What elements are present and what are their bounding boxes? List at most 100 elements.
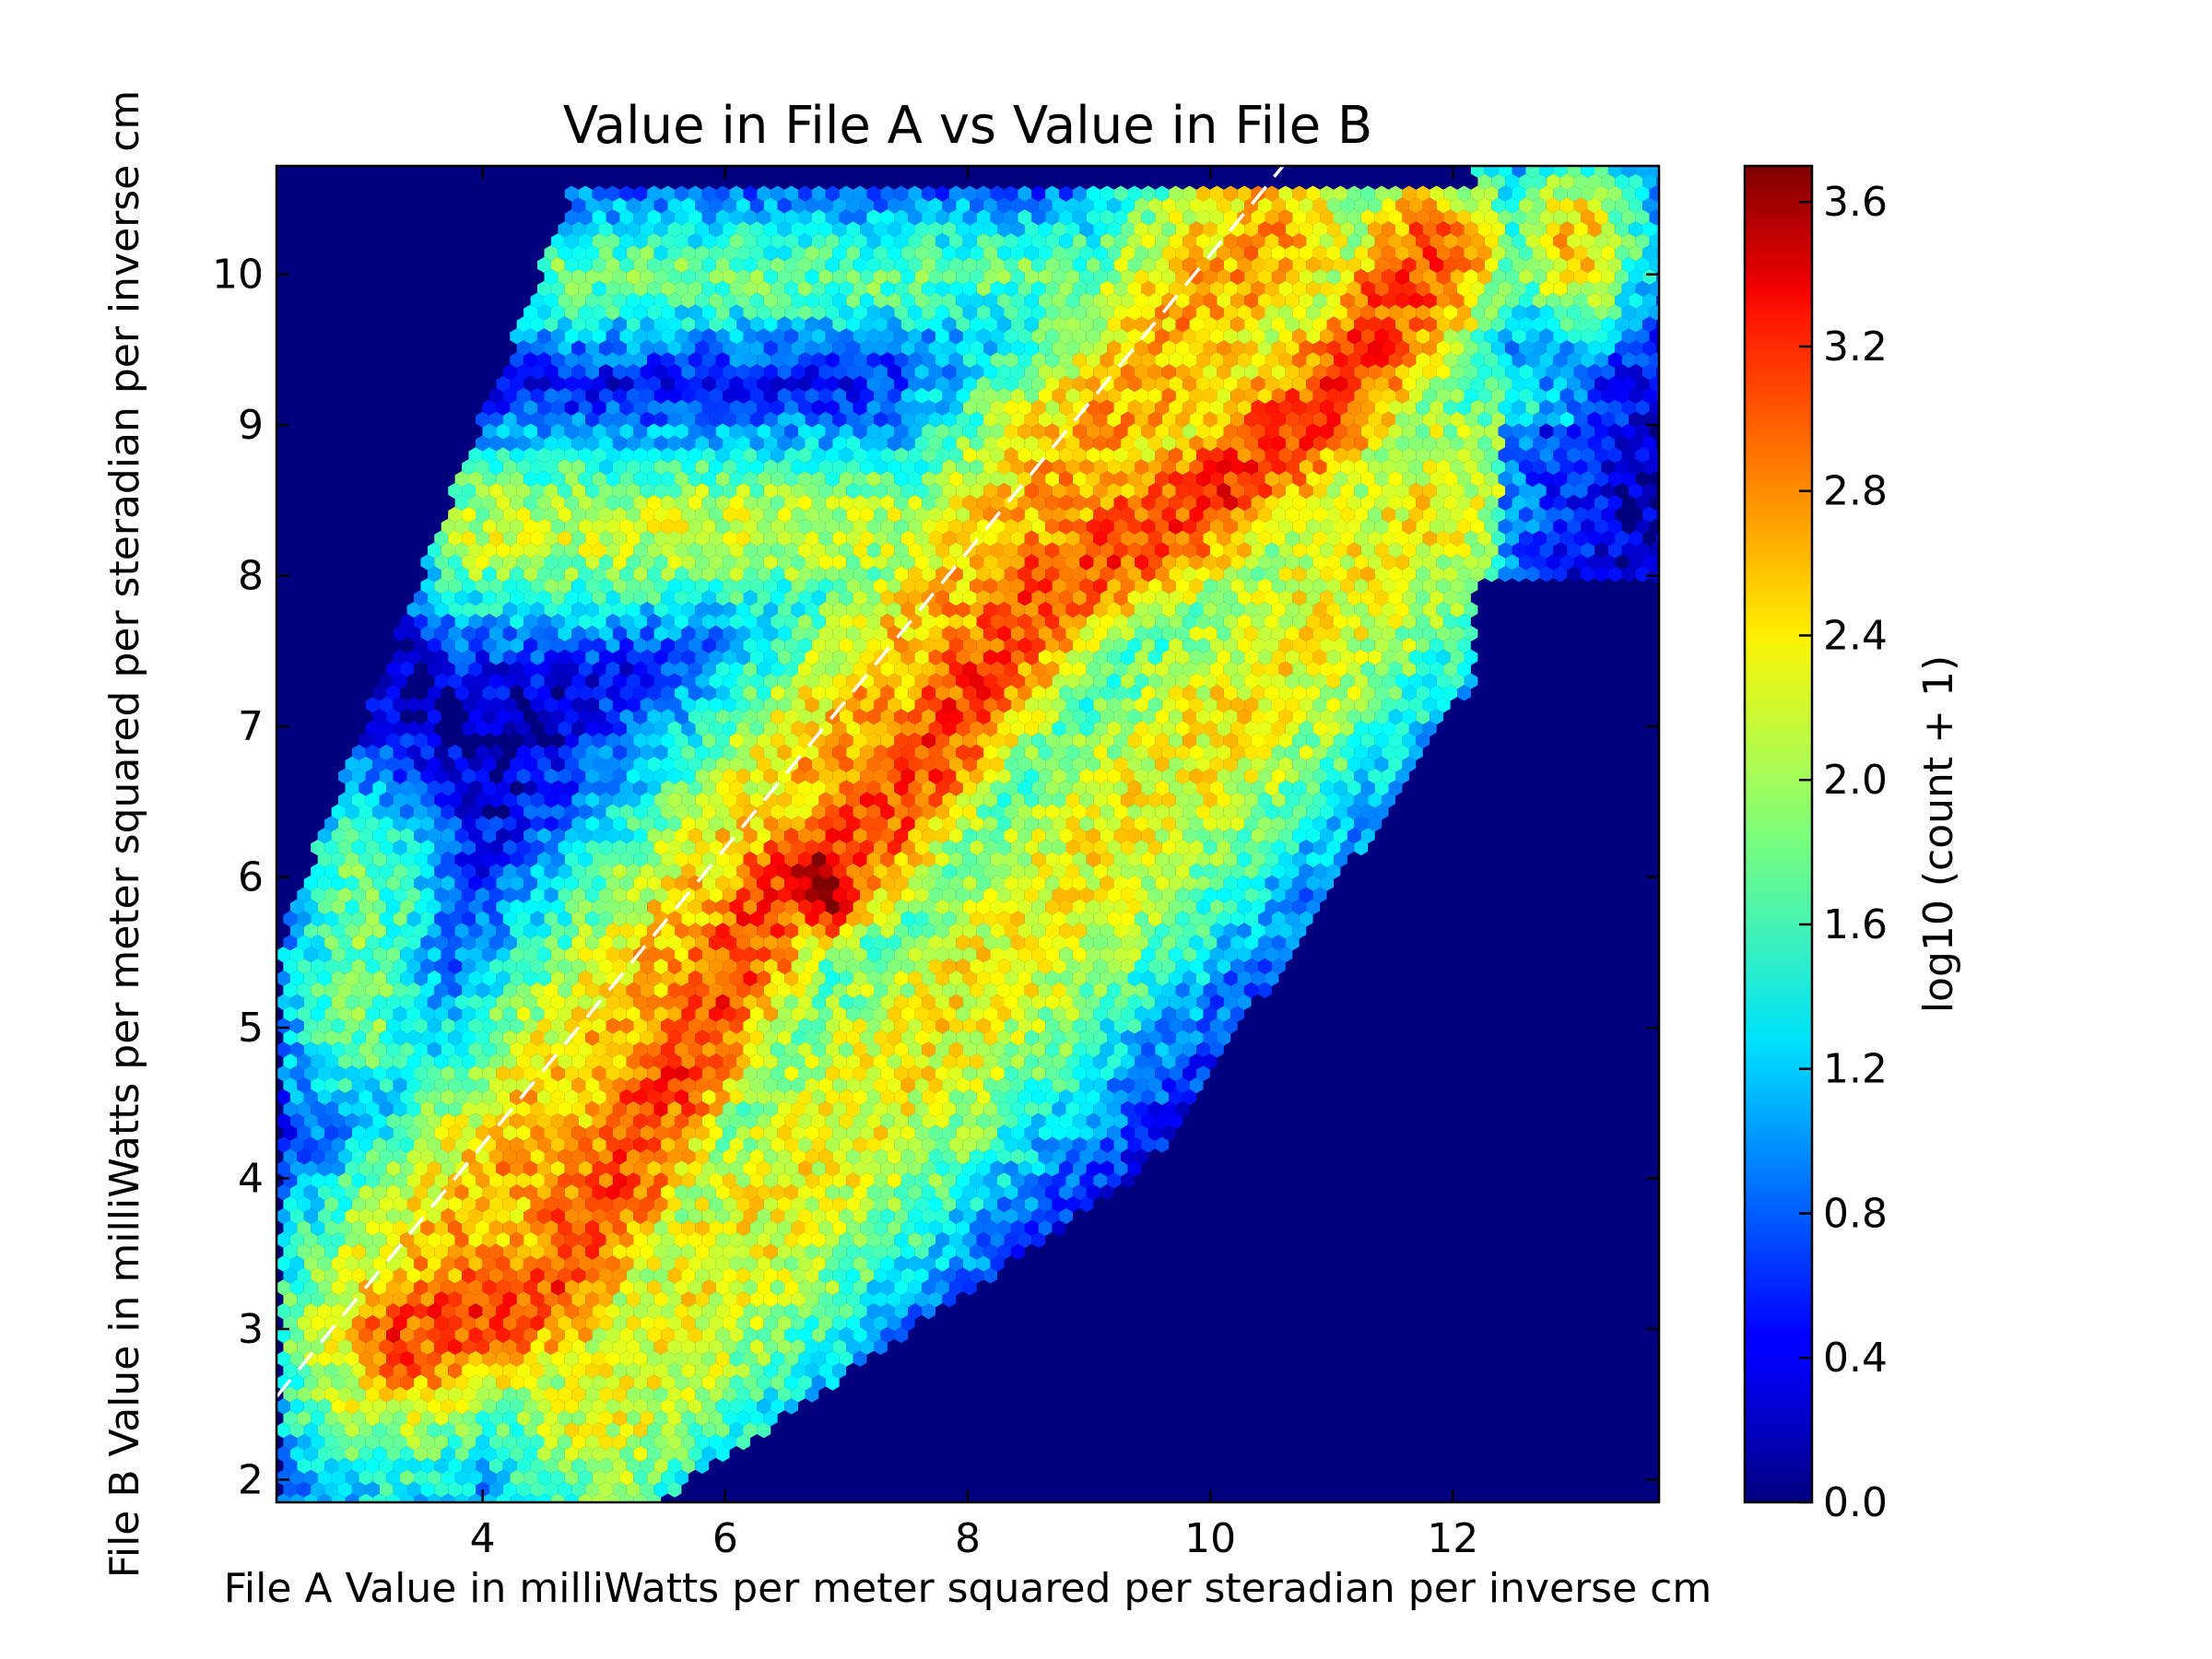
hexbin-cell (1408, 292, 1423, 309)
hexbin-cell (922, 209, 935, 226)
hexbin-cell (653, 197, 668, 214)
hexbin-cell (1354, 221, 1369, 238)
hexbin-cell (825, 233, 840, 250)
hexbin-cell (757, 304, 771, 321)
hexbin-cell (1594, 256, 1608, 274)
hexbin-cell (846, 292, 861, 309)
hexbin-cell (564, 304, 579, 321)
hexbin-cell (729, 256, 744, 274)
hexbin-cell (811, 185, 826, 202)
hexbin-cell (723, 316, 736, 333)
hexbin-cell (1470, 166, 1485, 178)
hexbin-cell (1430, 185, 1444, 202)
hexbin-cell (771, 328, 785, 345)
hexbin-cell (1498, 304, 1512, 321)
hexbin-cell (743, 185, 758, 202)
hexbin-cell (805, 316, 819, 333)
hexbin-cell (1505, 340, 1520, 357)
hexbin-cell (1306, 304, 1321, 321)
hexbin-cell (1649, 166, 1659, 178)
hexbin-cell (681, 221, 696, 238)
hexbin-cell (1664, 209, 1677, 225)
hexbin-cell (1326, 245, 1341, 262)
hexbin-cell (653, 316, 668, 333)
hexbin-cell (1629, 221, 1643, 238)
hexbin-cell (661, 209, 675, 226)
hexbin-cell (1664, 495, 1677, 511)
hexbin-cell (585, 292, 599, 309)
hexbin-cell (1299, 316, 1313, 333)
hexbin-cell (1113, 280, 1128, 297)
hexbin-cell (1664, 471, 1677, 487)
hexbin-cell (956, 221, 971, 238)
hexbin-cell (578, 256, 593, 274)
hexbin-cell (784, 233, 798, 250)
hexbin-cell (1045, 209, 1060, 226)
hexbin-cell (887, 197, 901, 214)
hexbin-cell (544, 292, 559, 309)
hexbin-cell (860, 221, 874, 238)
hexbin-cell (860, 316, 874, 333)
hexbin-cell (805, 292, 819, 309)
hexbin-cell (1491, 316, 1506, 333)
hexbin-cell (846, 245, 861, 262)
hexbin-cell (887, 268, 901, 285)
hexbin-cell (1621, 233, 1636, 250)
hexbin-cell (1059, 280, 1073, 297)
hexbin-cell (880, 185, 895, 202)
hexbin-cell (757, 280, 771, 297)
hexbin-cell (709, 292, 724, 309)
hexbin-cell (701, 185, 716, 202)
hexbin-cell (1395, 221, 1409, 238)
hexbin-cell (1258, 221, 1272, 238)
hexbin-cell (1573, 292, 1588, 309)
hexbin-cell (606, 280, 620, 297)
hexbin-cell (1251, 328, 1265, 345)
hexbin-cell (811, 233, 826, 250)
hexbin-cell (825, 328, 840, 345)
hexbin-cell (1045, 185, 1060, 202)
hexbin-cell (1512, 185, 1526, 202)
hexbin-cell (736, 197, 750, 214)
hexbin-cell (1147, 245, 1162, 262)
hexbin-cell (729, 304, 744, 321)
hexbin-cell (928, 292, 943, 309)
hexbin-cell (1498, 233, 1512, 250)
hexbin-cell (771, 185, 785, 202)
hexbin-cell (1038, 245, 1053, 262)
hexbin-cell (701, 328, 716, 345)
hexbin-cell (544, 316, 559, 333)
hexbin-cell (1230, 316, 1245, 333)
hexbin-cell (1182, 209, 1196, 226)
hexbin-cell (1649, 256, 1659, 274)
hexbin-cell (1512, 209, 1526, 226)
hexbin-cell (1533, 340, 1547, 357)
hexbin-cell (612, 268, 627, 285)
hexbin-cell (1326, 292, 1341, 309)
hexbin-cell (1244, 292, 1258, 309)
hexbin-cell (1271, 221, 1286, 238)
hexbin-cell (1169, 256, 1183, 274)
hexbin-cell (743, 280, 758, 297)
hexbin-cell (1086, 304, 1100, 321)
hexbin-cell (653, 340, 668, 357)
hexbin-cell (1477, 221, 1492, 238)
hexbin-cell (599, 245, 613, 262)
hexbin-cell (900, 340, 915, 357)
hexbin-cell (1045, 256, 1060, 274)
hexbin-cell (701, 304, 716, 321)
hexbin-cell (558, 316, 572, 333)
hexbin-cell (1450, 292, 1465, 309)
hexbin-cell (1326, 268, 1341, 285)
hexbin-cell (1347, 233, 1361, 250)
hexbin-cell (914, 340, 929, 357)
hexbin-cell (1594, 280, 1608, 297)
hexbin-cell (619, 280, 634, 297)
hexbin-cell (1546, 268, 1560, 285)
hexbin-cell (908, 304, 923, 321)
hexbin-cell (805, 340, 819, 357)
hexbin-cell (1546, 316, 1560, 333)
hexbin-cell (1161, 340, 1176, 357)
hexbin-cell (1135, 292, 1148, 309)
hexbin-cell (1217, 245, 1231, 262)
